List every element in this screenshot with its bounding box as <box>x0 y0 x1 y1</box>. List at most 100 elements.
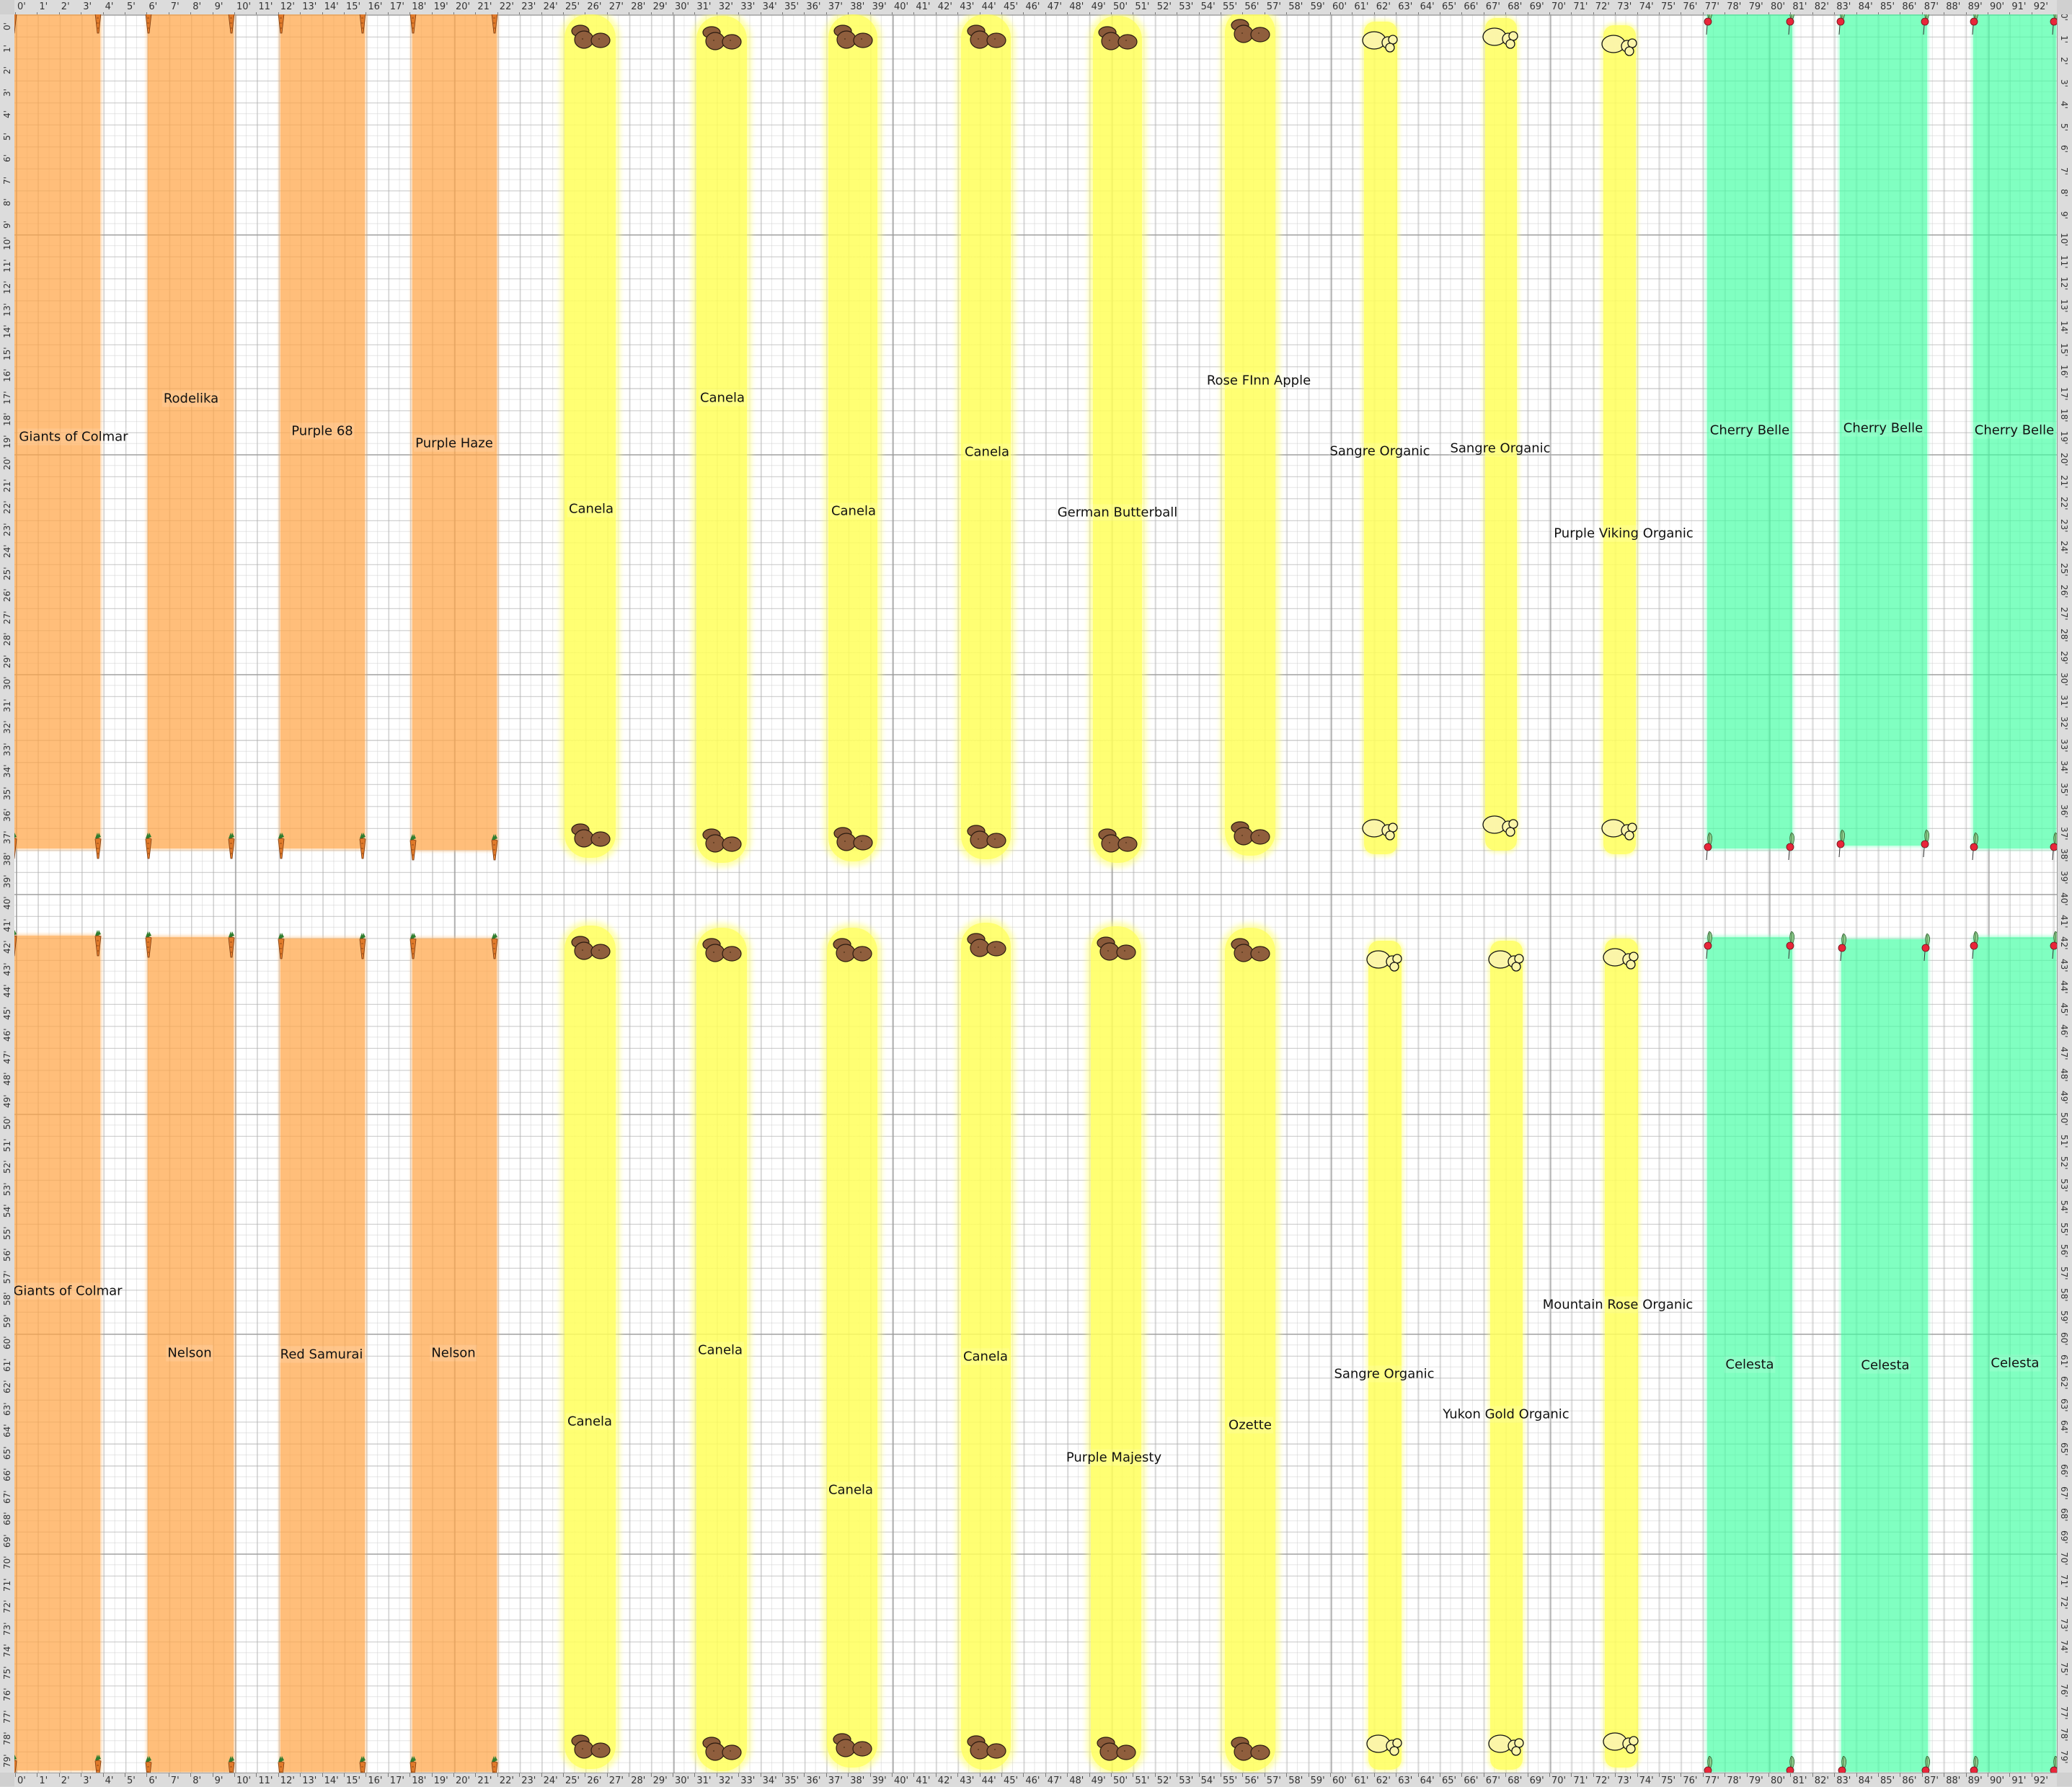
gold-potato-icon[interactable] <box>1361 30 1400 58</box>
russet-potato-icon[interactable] <box>570 822 611 853</box>
russet-potato-icon[interactable] <box>1229 1735 1271 1767</box>
radish-icon[interactable] <box>1837 1755 1849 1773</box>
carrot-icon[interactable] <box>226 833 236 863</box>
russet-potato-icon[interactable] <box>1229 17 1271 49</box>
russet-potato-icon[interactable] <box>701 827 743 859</box>
russet-potato-icon[interactable] <box>1229 936 1271 968</box>
radish-icon[interactable] <box>2049 14 2057 39</box>
carrot-icon[interactable] <box>226 1756 236 1773</box>
garden-bed-radish[interactable] <box>1840 14 1927 846</box>
carrot-icon[interactable] <box>93 930 103 960</box>
carrot-icon[interactable] <box>14 833 19 863</box>
gold-potato-icon[interactable] <box>1602 947 1641 975</box>
carrot-icon[interactable] <box>93 833 103 863</box>
garden-bed-carrot[interactable] <box>14 936 100 1770</box>
garden-bed-potato[interactable] <box>565 926 616 1769</box>
russet-potato-icon[interactable] <box>965 823 1007 855</box>
carrot-icon[interactable] <box>93 14 103 37</box>
radish-icon[interactable] <box>1920 14 1931 39</box>
garden-grid-canvas[interactable]: Giants of Colmar Rodelika Purple 68 <box>14 14 2057 1773</box>
gold-potato-icon[interactable] <box>1487 949 1526 977</box>
radish-icon[interactable] <box>1785 1755 1797 1773</box>
russet-potato-icon[interactable] <box>965 931 1007 963</box>
radish-icon[interactable] <box>1837 933 1849 965</box>
garden-bed-potato[interactable] <box>1225 928 1275 1771</box>
garden-bed-potato[interactable] <box>1603 25 1636 854</box>
russet-potato-icon[interactable] <box>832 825 874 857</box>
carrot-icon[interactable] <box>143 833 154 863</box>
gold-potato-icon[interactable] <box>1601 34 1639 61</box>
russet-potato-icon[interactable] <box>701 1735 743 1767</box>
garden-bed-potato[interactable] <box>1490 941 1523 1770</box>
garden-bed-carrot[interactable] <box>280 939 365 1772</box>
radish-icon[interactable] <box>1703 14 1714 39</box>
radish-icon[interactable] <box>1921 1755 1932 1773</box>
garden-bed-carrot[interactable] <box>412 939 497 1772</box>
russet-potato-icon[interactable] <box>1097 827 1138 859</box>
carrot-icon[interactable] <box>358 1756 368 1773</box>
gold-potato-icon[interactable] <box>1365 949 1404 977</box>
russet-potato-icon[interactable] <box>831 1731 873 1763</box>
russet-potato-icon[interactable] <box>965 23 1007 55</box>
russet-potato-icon[interactable] <box>570 934 611 966</box>
radish-icon[interactable] <box>1785 931 1797 963</box>
garden-bed-radish[interactable] <box>1707 14 1792 848</box>
carrot-icon[interactable] <box>276 1756 286 1773</box>
garden-bed-potato[interactable] <box>961 14 1011 859</box>
russet-potato-icon[interactable] <box>1095 1735 1137 1767</box>
carrot-icon[interactable] <box>276 833 286 863</box>
carrot-icon[interactable] <box>490 14 500 37</box>
carrot-icon[interactable] <box>358 833 368 863</box>
carrot-icon[interactable] <box>143 14 154 37</box>
russet-potato-icon[interactable] <box>570 23 611 55</box>
carrot-icon[interactable] <box>490 933 500 963</box>
garden-bed-potato[interactable] <box>696 16 747 863</box>
gold-potato-icon[interactable] <box>1482 27 1520 54</box>
garden-bed-radish[interactable] <box>1973 14 2056 848</box>
russet-potato-icon[interactable] <box>1229 820 1271 851</box>
russet-potato-icon[interactable] <box>1095 935 1137 967</box>
garden-bed-carrot[interactable] <box>148 937 234 1772</box>
carrot-icon[interactable] <box>14 1755 19 1773</box>
radish-icon[interactable] <box>1920 829 1931 861</box>
garden-bed-potato[interactable] <box>1093 16 1142 863</box>
garden-bed-potato[interactable] <box>1225 14 1275 856</box>
carrot-icon[interactable] <box>14 14 19 37</box>
carrot-icon[interactable] <box>408 14 418 37</box>
carrot-icon[interactable] <box>490 1756 500 1773</box>
carrot-icon[interactable] <box>14 930 19 960</box>
garden-bed-radish[interactable] <box>1973 937 2056 1772</box>
radish-icon[interactable] <box>1836 14 1847 39</box>
gold-potato-icon[interactable] <box>1487 1734 1526 1761</box>
carrot-icon[interactable] <box>143 1756 154 1773</box>
russet-potato-icon[interactable] <box>701 25 743 56</box>
russet-potato-icon[interactable] <box>831 936 873 968</box>
radish-icon[interactable] <box>1703 1755 1714 1773</box>
carrot-icon[interactable] <box>226 14 236 37</box>
carrot-icon[interactable] <box>408 1756 418 1773</box>
russet-potato-icon[interactable] <box>701 936 743 968</box>
radish-icon[interactable] <box>1785 14 1797 39</box>
carrot-icon[interactable] <box>490 834 500 864</box>
carrot-icon[interactable] <box>143 931 154 962</box>
carrot-icon[interactable] <box>276 14 286 37</box>
gold-potato-icon[interactable] <box>1482 815 1520 842</box>
russet-potato-icon[interactable] <box>570 1733 611 1765</box>
radish-icon[interactable] <box>1921 933 1932 965</box>
garden-bed-potato[interactable] <box>1485 18 1517 851</box>
gold-potato-icon[interactable] <box>1361 818 1400 846</box>
radish-icon[interactable] <box>1969 931 1980 963</box>
gold-potato-icon[interactable] <box>1601 818 1639 846</box>
garden-bed-potato[interactable] <box>961 923 1011 1770</box>
garden-bed-carrot[interactable] <box>14 14 100 848</box>
radish-icon[interactable] <box>1836 829 1847 861</box>
garden-bed-radish[interactable] <box>1841 939 1928 1772</box>
garden-bed-potato[interactable] <box>1091 926 1141 1771</box>
carrot-icon[interactable] <box>226 931 236 962</box>
radish-icon[interactable] <box>1969 14 1980 39</box>
garden-bed-carrot[interactable] <box>148 14 234 848</box>
radish-icon[interactable] <box>1969 1755 1980 1773</box>
garden-bed-potato[interactable] <box>828 14 877 861</box>
gold-potato-icon[interactable] <box>1365 1734 1404 1761</box>
radish-icon[interactable] <box>2049 931 2057 963</box>
